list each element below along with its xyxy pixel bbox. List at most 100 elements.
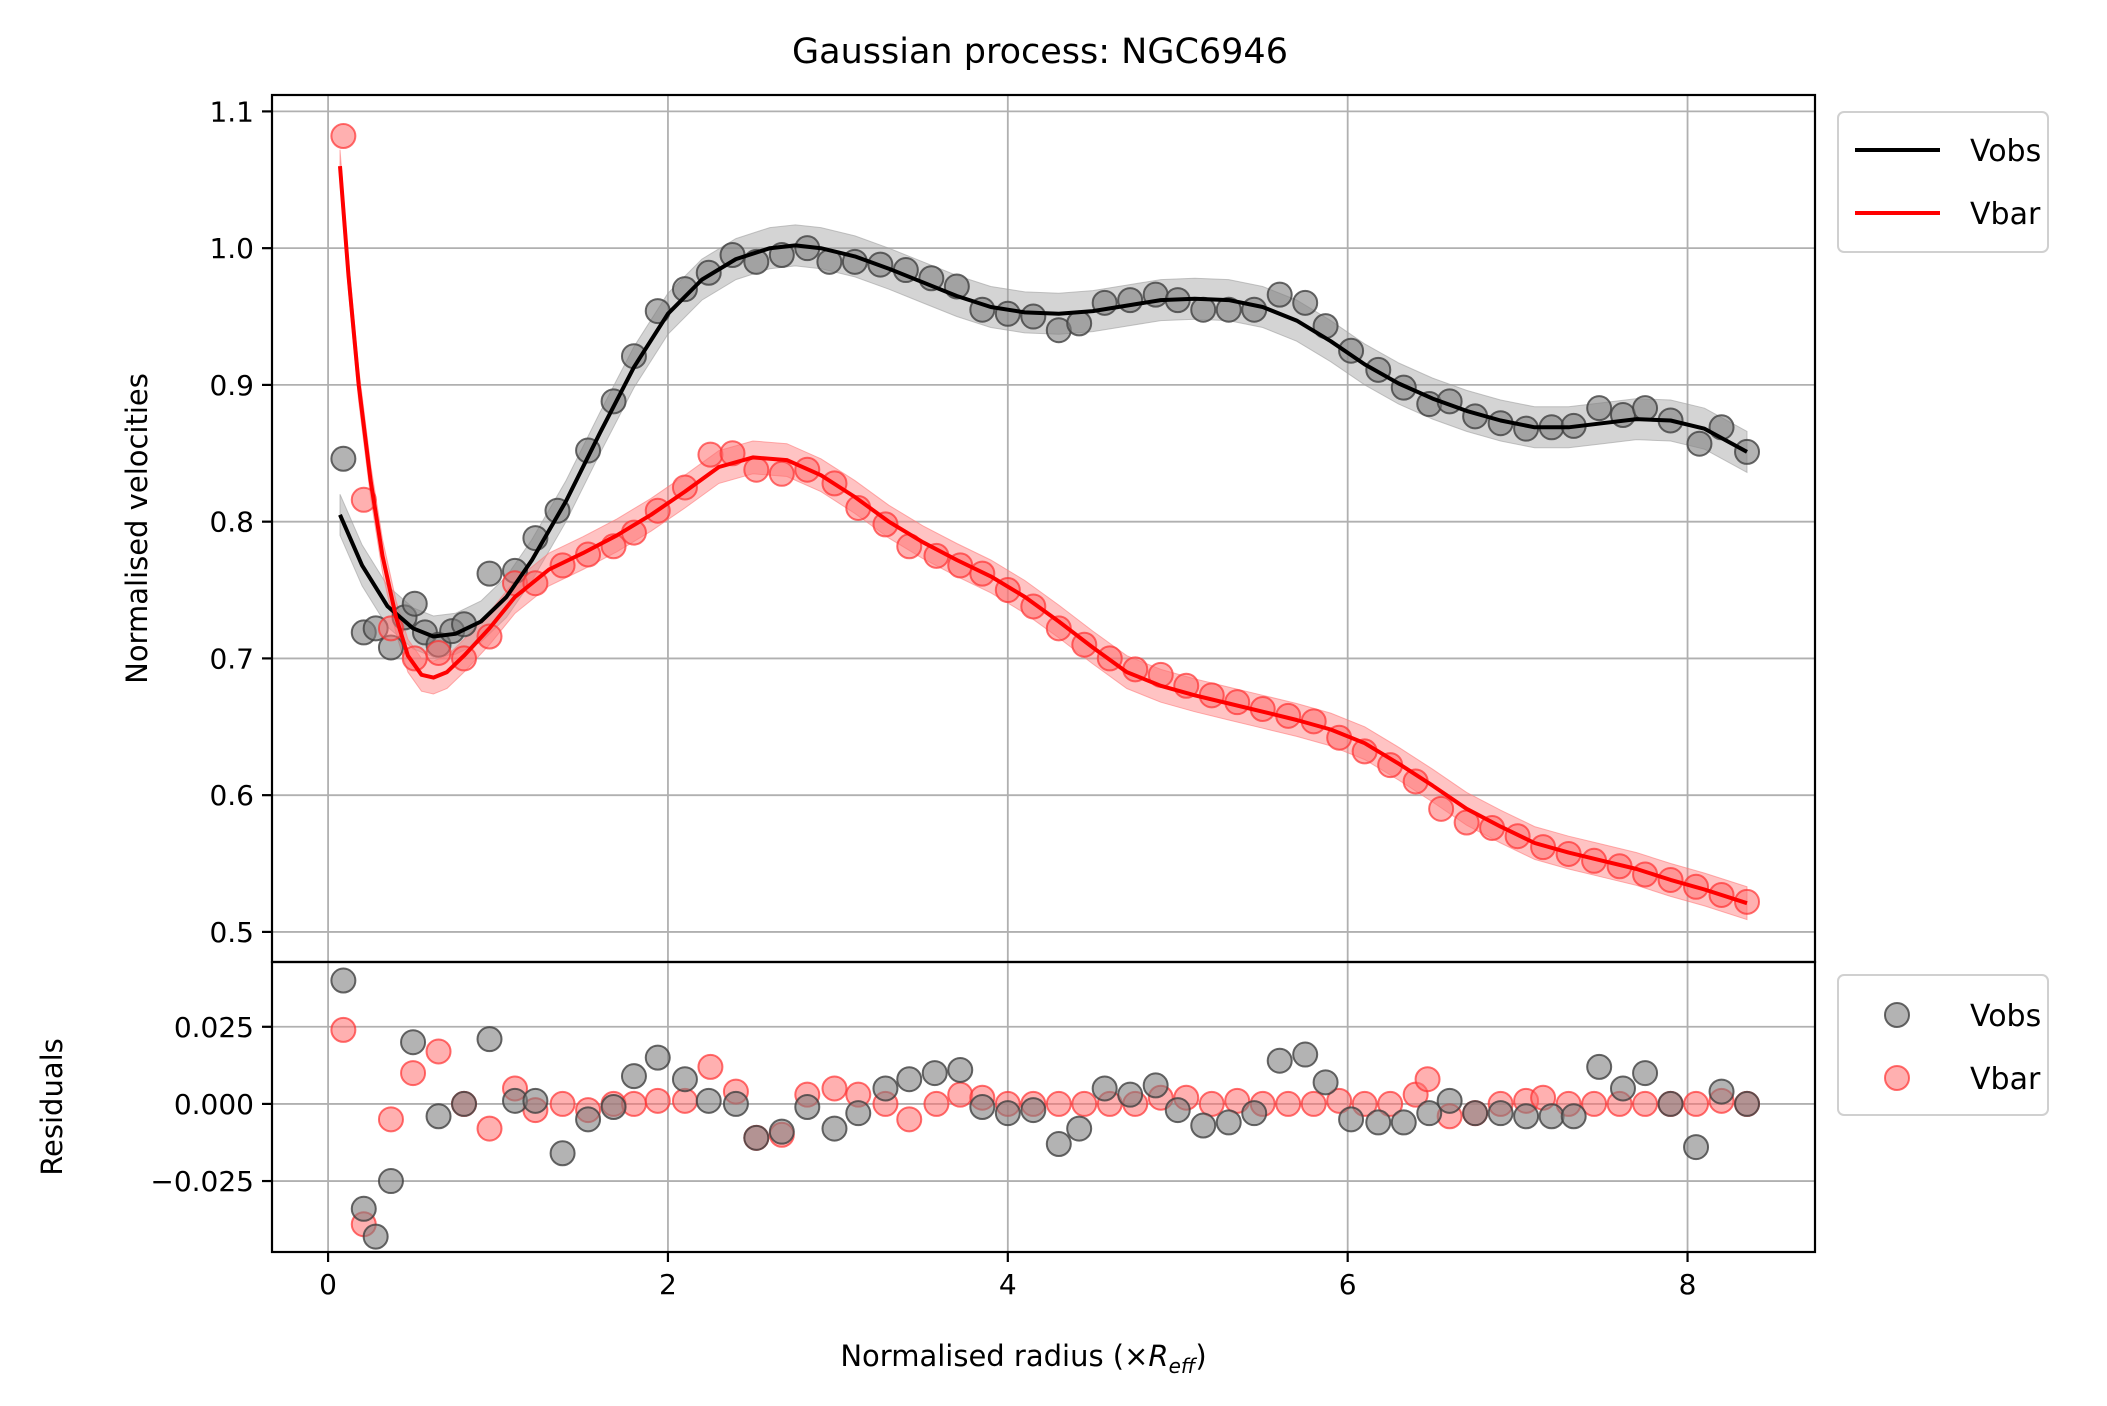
point-vobs-42 xyxy=(1266,281,1293,308)
residual-vobs-24 xyxy=(896,1066,923,1093)
residual-vobs-46 xyxy=(1436,1087,1463,1114)
residual-vobs-35 xyxy=(1164,1097,1191,1124)
residual-vobs-50 xyxy=(1538,1103,1565,1130)
point-vobs-18 xyxy=(671,276,698,303)
residual-vobs-13 xyxy=(620,1063,647,1090)
main-ytick-label-5: 1.0 xyxy=(209,232,254,265)
residual-vbar-39 xyxy=(1300,1090,1327,1117)
point-vbar-22 xyxy=(872,511,899,538)
point-vobs-40 xyxy=(1215,296,1242,323)
main-grid xyxy=(272,95,1815,962)
point-vbar-6 xyxy=(476,623,503,650)
residual-vobs-38 xyxy=(1241,1100,1268,1127)
residual-vobs-52 xyxy=(1586,1053,1613,1080)
residual-vobs-0 xyxy=(330,967,357,994)
x-axis-label: Normalised radius (×Reff) xyxy=(840,1339,1206,1378)
residual-vbar-30 xyxy=(1071,1090,1098,1117)
residuals-ticks: −0.025 0.000 0.025 0 2 4 6 8 xyxy=(150,1011,1696,1301)
residual-vobs-49 xyxy=(1513,1103,1540,1130)
main-panel: 0.5 0.6 0.7 0.8 0.9 1.0 1.1 Normalised velocit… xyxy=(120,93,1817,964)
residual-vobs-51 xyxy=(1560,1103,1587,1130)
residual-vobs-42 xyxy=(1338,1106,1365,1133)
legend-main: Vobs Vbar xyxy=(1837,111,2049,253)
point-vobs-41 xyxy=(1241,296,1268,323)
legend-residuals: Vobs Vbar xyxy=(1837,974,2049,1116)
point-vobs-10 xyxy=(476,560,503,587)
point-vobs-32 xyxy=(1020,303,1047,330)
point-vbar-18 xyxy=(768,460,795,487)
residual-vbar-4 xyxy=(425,1038,452,1065)
residual-vbar-6 xyxy=(476,1115,503,1142)
point-vbar-15 xyxy=(697,441,724,468)
residual-vobs-27 xyxy=(969,1094,996,1120)
xtick-label-1: 2 xyxy=(659,1268,677,1301)
residual-vobs-44 xyxy=(1390,1109,1417,1136)
main-y-ticks: 0.5 0.6 0.7 0.8 0.9 1.0 1.1 xyxy=(209,95,272,949)
residual-vobs-57 xyxy=(1708,1078,1735,1105)
residual-vobs-2 xyxy=(362,1223,389,1250)
point-vobs-36 xyxy=(1117,287,1144,314)
point-vobs-45 xyxy=(1338,337,1365,364)
xtick-label-3: 6 xyxy=(1339,1268,1357,1301)
residual-vobs-5 xyxy=(425,1103,452,1130)
residual-vobs-48 xyxy=(1487,1100,1514,1127)
legend-res-vobs-label: Vobs xyxy=(1970,999,2041,1034)
x-axis-label-symbol: R xyxy=(1148,1339,1168,1373)
residual-vbar-25 xyxy=(947,1081,974,1108)
residual-vobs-11 xyxy=(575,1106,602,1133)
residual-vobs-1 xyxy=(350,1195,377,1222)
residual-vobs-22 xyxy=(845,1100,872,1127)
residual-vbar-38 xyxy=(1275,1090,1302,1117)
residual-vbar-2 xyxy=(377,1106,404,1133)
residuals-points xyxy=(330,967,1761,1250)
point-vbar-0 xyxy=(330,123,357,150)
x-axis-label-text: Normalised radius (× xyxy=(840,1339,1148,1373)
residual-vbar-14 xyxy=(671,1087,698,1114)
residual-vbar-55 xyxy=(1683,1090,1710,1117)
main-ytick-label-2: 0.7 xyxy=(209,642,254,675)
residual-vobs-31 xyxy=(1066,1115,1093,1142)
main-ytick-label-6: 1.1 xyxy=(209,95,254,128)
residual-vobs-9 xyxy=(522,1087,549,1114)
main-title: Gaussian process: NGC6946 xyxy=(792,32,1288,72)
point-vobs-59 xyxy=(1686,430,1713,457)
residual-vobs-28 xyxy=(994,1100,1021,1127)
residual-vobs-55 xyxy=(1657,1090,1684,1117)
xtick-label-2: 4 xyxy=(999,1268,1017,1301)
residual-vobs-15 xyxy=(671,1066,698,1093)
point-vobs-43 xyxy=(1292,289,1319,316)
x-axis-label-end: ) xyxy=(1195,1339,1206,1373)
point-vobs-57 xyxy=(1632,395,1659,422)
line-vobs xyxy=(338,243,1748,639)
residual-vbar-29 xyxy=(1045,1090,1072,1117)
residual-vobs-21 xyxy=(821,1115,848,1142)
point-vobs-60 xyxy=(1708,414,1735,441)
residual-vbar-24 xyxy=(923,1090,950,1117)
res-ytick-label-2: 0.025 xyxy=(174,1011,254,1044)
residual-vobs-58 xyxy=(1734,1090,1761,1117)
residual-vbar-51 xyxy=(1581,1090,1608,1117)
legend-res-vbar-marker xyxy=(1884,1065,1910,1091)
xtick-label-0: 0 xyxy=(319,1268,337,1301)
xtick-label-4: 8 xyxy=(1679,1268,1697,1301)
point-vobs-55 xyxy=(1586,395,1613,422)
point-vobs-31 xyxy=(994,300,1021,327)
residual-vobs-32 xyxy=(1091,1075,1118,1102)
residual-vobs-17 xyxy=(722,1090,749,1117)
residual-vbar-35 xyxy=(1198,1090,1225,1117)
residuals-axes-frame xyxy=(270,960,1817,1254)
residual-vobs-33 xyxy=(1117,1081,1144,1108)
residual-vobs-26 xyxy=(947,1056,974,1083)
residual-vbar-0 xyxy=(330,1016,357,1043)
point-vbar-16 xyxy=(719,440,746,467)
point-vobs-5 xyxy=(401,590,428,617)
main-ytick-label-3: 0.8 xyxy=(209,506,254,539)
residual-vobs-20 xyxy=(794,1094,821,1120)
residual-vobs-16 xyxy=(695,1087,722,1114)
residual-vbar-42 xyxy=(1377,1090,1404,1117)
residual-vobs-43 xyxy=(1365,1109,1392,1136)
residual-vobs-3 xyxy=(377,1168,404,1195)
legend-vobs-label: Vobs xyxy=(1970,134,2041,169)
